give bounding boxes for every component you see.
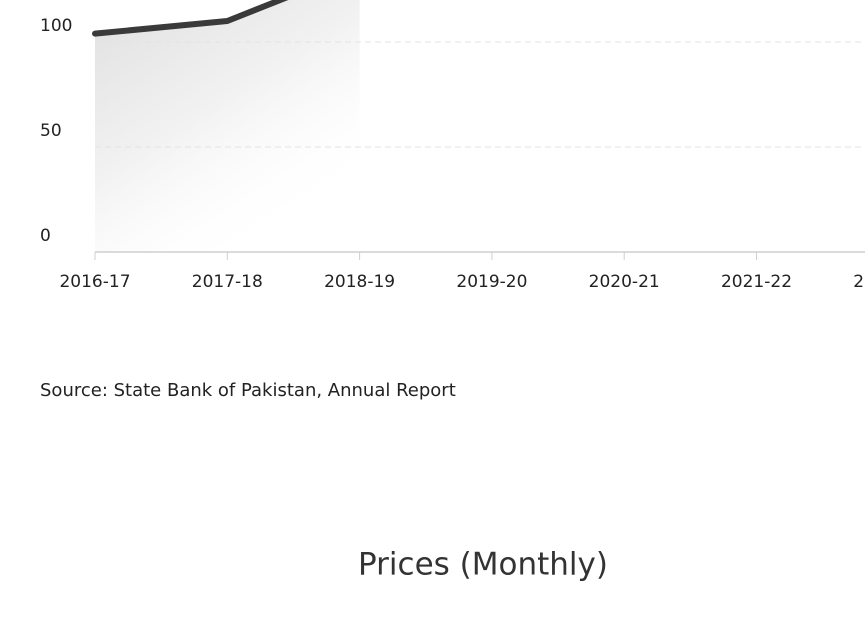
section-title: Prices (Monthly) <box>358 547 608 583</box>
plot-area <box>92 0 360 252</box>
source-note: Source: State Bank of Pakistan, Annual R… <box>40 380 456 401</box>
axes: 0 50 100 2016-17 2017-18 2018-19 2019-20 2020-2… <box>40 16 865 292</box>
x-tick-label: 2020-21 <box>589 272 660 292</box>
y-tick-label: 50 <box>40 121 62 141</box>
x-tick-label: 2017-18 <box>192 272 263 292</box>
y-tick-label: 0 <box>40 226 51 246</box>
x-tick-label: 2021-22 <box>721 272 792 292</box>
line <box>92 0 289 37</box>
x-tick-label: 2022-23 <box>853 272 865 292</box>
x-tick-label: 2016-17 <box>59 272 130 292</box>
area <box>95 0 360 252</box>
x-tick-label: 2018-19 <box>324 272 395 292</box>
x-tick-label: 2019-20 <box>456 272 527 292</box>
y-tick-label: 100 <box>40 16 72 36</box>
